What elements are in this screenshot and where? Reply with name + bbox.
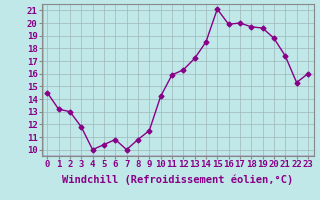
X-axis label: Windchill (Refroidissement éolien,°C): Windchill (Refroidissement éolien,°C) [62,175,293,185]
